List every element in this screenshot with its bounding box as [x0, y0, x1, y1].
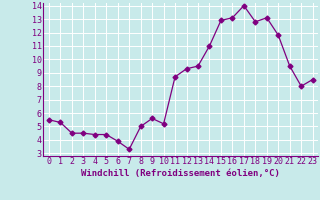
X-axis label: Windchill (Refroidissement éolien,°C): Windchill (Refroidissement éolien,°C): [81, 169, 280, 178]
